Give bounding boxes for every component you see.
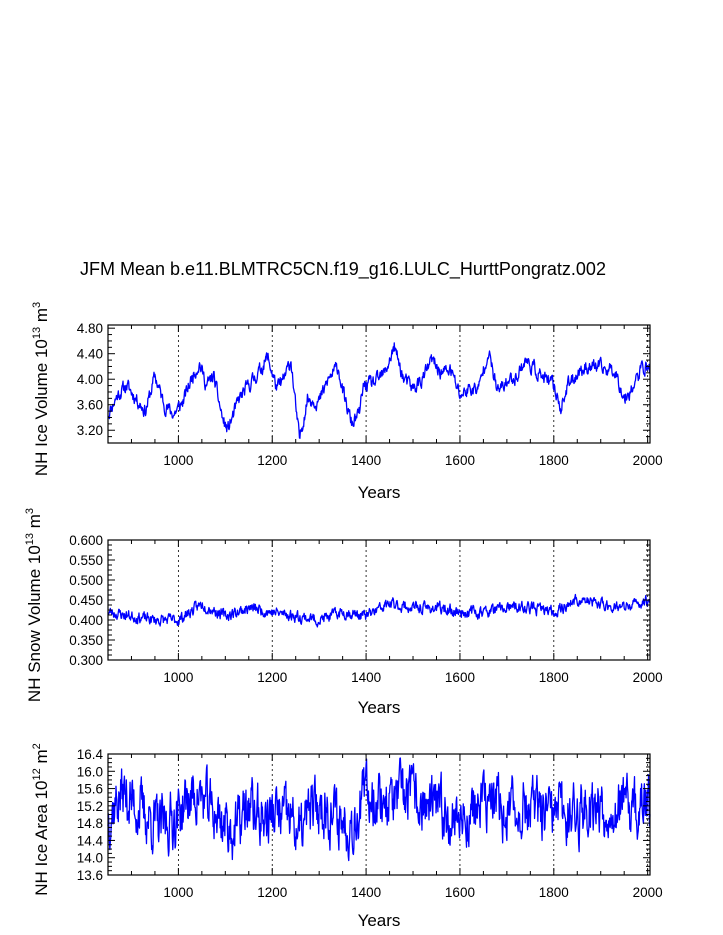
y-tick-label: 14.8 [77, 816, 103, 831]
y-tick-label: 3.20 [77, 423, 103, 438]
y-axis-title-sup1: 12 [31, 768, 43, 780]
y-tick-label: 14.0 [77, 851, 103, 866]
y-tick-label: 15.6 [77, 782, 103, 797]
y-tick-label: 0.450 [69, 593, 103, 608]
x-tick-label: 1200 [257, 885, 287, 900]
x-tick-label: 1800 [539, 453, 569, 468]
x-tick-label: 1400 [351, 453, 381, 468]
y-axis-title-sup2: 3 [31, 302, 43, 308]
y-tick-label: 0.300 [69, 653, 103, 668]
y-tick-label: 16.4 [77, 747, 104, 762]
y-axis-title-mid: m [32, 749, 51, 768]
x-tick-label: 1600 [445, 670, 475, 685]
y-axis-title: NH Ice Area 1012 m2 [31, 743, 51, 896]
series-line [107, 342, 651, 439]
x-axis-title: Years [358, 911, 401, 930]
x-tick-label: 1400 [351, 670, 381, 685]
y-tick-label: 0.350 [69, 633, 103, 648]
x-tick-label: 1000 [163, 453, 193, 468]
y-tick-label: 0.600 [69, 533, 103, 548]
y-axis-title-main: NH Snow Volume 10 [25, 545, 44, 702]
panel-ice-volume: 1000 1200 1400 1600 1800 2000 3.20 3.60 4.00 4.40… [31, 302, 663, 502]
y-tick-label: 15.2 [77, 799, 103, 814]
x-tick-label: 1800 [539, 885, 569, 900]
y-axis-title-sup2: 3 [24, 508, 36, 514]
y-axis-title-sup1: 13 [31, 327, 43, 339]
y-axis-title-main: NH Ice Area 10 [32, 780, 51, 895]
x-axis-title: Years [358, 483, 401, 502]
panel-ice-area: 1000 1200 1400 1600 1800 2000 13.6 14.0 14.4 14.8… [31, 743, 663, 930]
y-tick-label: 4.40 [77, 347, 103, 362]
x-tick-label: 1600 [445, 453, 475, 468]
series-line [107, 593, 651, 628]
x-tick-label: 2000 [633, 453, 663, 468]
figure-title: JFM Mean b.e11.BLMTRC5CN.f19_g16.LULC_Hu… [80, 259, 606, 280]
y-axis-title: NH Ice Volume 1013 m3 [31, 302, 51, 476]
x-axis-title: Years [358, 698, 401, 717]
x-tick-label: 1000 [163, 670, 193, 685]
x-tick-label: 1200 [257, 453, 287, 468]
panel-snow-volume: 1000 1200 1400 1600 1800 2000 0.300 0.350 0.400 0… [24, 508, 663, 717]
x-tick-label: 1800 [539, 670, 569, 685]
y-tick-label: 4.00 [77, 372, 103, 387]
y-axis-title-mid: m [25, 514, 44, 533]
x-tick-label: 2000 [633, 885, 663, 900]
x-tick-label: 2000 [633, 670, 663, 685]
plot-frame [107, 324, 651, 444]
y-tick-label: 0.500 [69, 573, 103, 588]
y-tick-label: 4.80 [77, 321, 103, 336]
y-axis-title-sup2: 2 [31, 743, 43, 749]
x-tick-label: 1200 [257, 670, 287, 685]
y-axis-title: NH Snow Volume 1013 m3 [24, 508, 44, 702]
y-tick-label: 0.400 [69, 613, 103, 628]
y-axis-title-sup1: 13 [24, 533, 36, 545]
y-tick-label: 14.4 [77, 833, 104, 848]
x-tick-label: 1000 [163, 885, 193, 900]
y-tick-label: 3.60 [77, 398, 103, 413]
y-axis-title-mid: m [32, 308, 51, 327]
y-tick-label: 13.6 [77, 868, 103, 883]
x-tick-label: 1400 [351, 885, 381, 900]
plot-frame [107, 539, 651, 661]
y-tick-label: 0.550 [69, 553, 103, 568]
y-axis-title-main: NH Ice Volume 10 [32, 339, 51, 476]
x-tick-label: 1600 [445, 885, 475, 900]
y-tick-label: 16.0 [77, 764, 103, 779]
series-line [107, 757, 651, 862]
